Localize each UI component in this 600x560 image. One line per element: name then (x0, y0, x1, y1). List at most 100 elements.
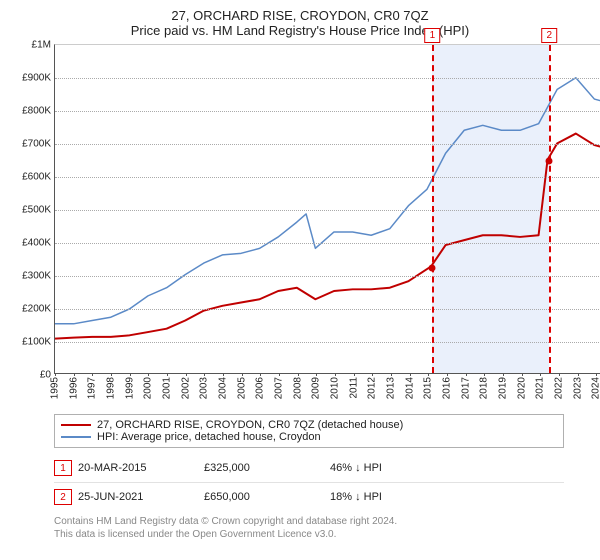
y-axis-label: £500K (22, 205, 51, 216)
x-tick (92, 373, 93, 376)
x-tick (242, 373, 243, 376)
x-axis-label: 2004 (218, 377, 229, 399)
x-tick (130, 373, 131, 376)
x-axis-label: 2015 (423, 377, 434, 399)
x-axis-label: 2006 (255, 377, 266, 399)
x-axis-label: 2007 (274, 377, 285, 399)
x-tick (522, 373, 523, 376)
event-marker-tag: 1 (425, 28, 441, 43)
y-axis-label: £300K (22, 271, 51, 282)
y-axis-label: £600K (22, 172, 51, 183)
legend-label-price: 27, ORCHARD RISE, CROYDON, CR0 7QZ (deta… (97, 419, 403, 431)
event-date: 25-JUN-2021 (78, 491, 198, 503)
gridline (55, 177, 600, 178)
x-tick (279, 373, 280, 376)
x-tick (204, 373, 205, 376)
x-axis-label: 1998 (106, 377, 117, 399)
x-axis-label: 1997 (87, 377, 98, 399)
chart-subtitle: Price paid vs. HM Land Registry's House … (12, 23, 588, 38)
x-axis-label: 2023 (572, 377, 583, 399)
y-axis-label: £900K (22, 73, 51, 84)
x-axis-label: 2024 (591, 377, 600, 399)
gridline (55, 111, 600, 112)
event-date: 20-MAR-2015 (78, 462, 198, 474)
attribution-line: Contains HM Land Registry data © Crown c… (54, 515, 564, 528)
gridline (55, 309, 600, 310)
event-delta: 46% ↓ HPI (330, 462, 450, 474)
legend-swatch-price (61, 424, 91, 426)
x-tick (335, 373, 336, 376)
y-axis-label: £1M (32, 40, 51, 51)
line-svg (55, 45, 600, 373)
x-tick (466, 373, 467, 376)
x-tick (298, 373, 299, 376)
y-axis-label: £800K (22, 106, 51, 117)
x-tick (391, 373, 392, 376)
x-tick (55, 373, 56, 376)
x-tick (186, 373, 187, 376)
legend-label-hpi: HPI: Average price, detached house, Croy… (97, 431, 321, 443)
legend: 27, ORCHARD RISE, CROYDON, CR0 7QZ (deta… (54, 414, 564, 448)
x-axis-label: 2018 (479, 377, 490, 399)
x-tick (596, 373, 597, 376)
x-axis-label: 2017 (460, 377, 471, 399)
x-tick (559, 373, 560, 376)
x-tick (223, 373, 224, 376)
gridline (55, 342, 600, 343)
event-price: £650,000 (204, 491, 324, 503)
x-axis-label: 2019 (498, 377, 509, 399)
x-axis-label: 2016 (442, 377, 453, 399)
gridline (55, 276, 600, 277)
attribution: Contains HM Land Registry data © Crown c… (54, 515, 564, 541)
series-hpi (55, 78, 600, 324)
gridline (55, 210, 600, 211)
y-axis-label: £200K (22, 304, 51, 315)
gridline (55, 144, 600, 145)
x-axis-label: 2010 (330, 377, 341, 399)
x-axis-label: 2001 (162, 377, 173, 399)
x-tick (503, 373, 504, 376)
gridline (55, 78, 600, 79)
chart-container: 27, ORCHARD RISE, CROYDON, CR0 7QZ Price… (0, 0, 600, 560)
table-row: 1 20-MAR-2015 £325,000 46% ↓ HPI (54, 454, 564, 483)
event-marker-tag: 2 (542, 28, 558, 43)
x-axis-label: 2009 (311, 377, 322, 399)
x-tick (428, 373, 429, 376)
y-axis-label: £700K (22, 139, 51, 150)
legend-item-price: 27, ORCHARD RISE, CROYDON, CR0 7QZ (deta… (61, 419, 557, 431)
x-tick (484, 373, 485, 376)
event-tag-1: 1 (54, 460, 72, 476)
x-axis-label: 2003 (199, 377, 210, 399)
x-axis-label: 2021 (535, 377, 546, 399)
x-tick (148, 373, 149, 376)
x-axis-label: 2012 (367, 377, 378, 399)
y-axis-label: £400K (22, 238, 51, 249)
x-tick (447, 373, 448, 376)
legend-item-hpi: HPI: Average price, detached house, Croy… (61, 431, 557, 443)
series-price_paid (55, 134, 600, 339)
x-axis-label: 2002 (180, 377, 191, 399)
x-tick (260, 373, 261, 376)
event-price: £325,000 (204, 462, 324, 474)
gridline (55, 243, 600, 244)
y-axis-label: £100K (22, 337, 51, 348)
table-row: 2 25-JUN-2021 £650,000 18% ↓ HPI (54, 483, 564, 511)
x-tick (316, 373, 317, 376)
x-axis-label: 2011 (348, 377, 359, 399)
x-axis-label: 2000 (143, 377, 154, 399)
x-tick (111, 373, 112, 376)
datapoint-table: 1 20-MAR-2015 £325,000 46% ↓ HPI 2 25-JU… (54, 454, 564, 511)
x-axis-label: 1995 (50, 377, 61, 399)
event-point (429, 264, 436, 271)
x-tick (578, 373, 579, 376)
x-tick (372, 373, 373, 376)
x-axis-label: 2022 (554, 377, 565, 399)
x-tick (410, 373, 411, 376)
x-axis-label: 1999 (124, 377, 135, 399)
x-axis-label: 1996 (68, 377, 79, 399)
event-point (546, 157, 553, 164)
x-axis-label: 2013 (386, 377, 397, 399)
chart-title: 27, ORCHARD RISE, CROYDON, CR0 7QZ (12, 8, 588, 23)
x-axis-label: 2008 (292, 377, 303, 399)
plot-area: £0£100K£200K£300K£400K£500K£600K£700K£80… (54, 44, 600, 374)
